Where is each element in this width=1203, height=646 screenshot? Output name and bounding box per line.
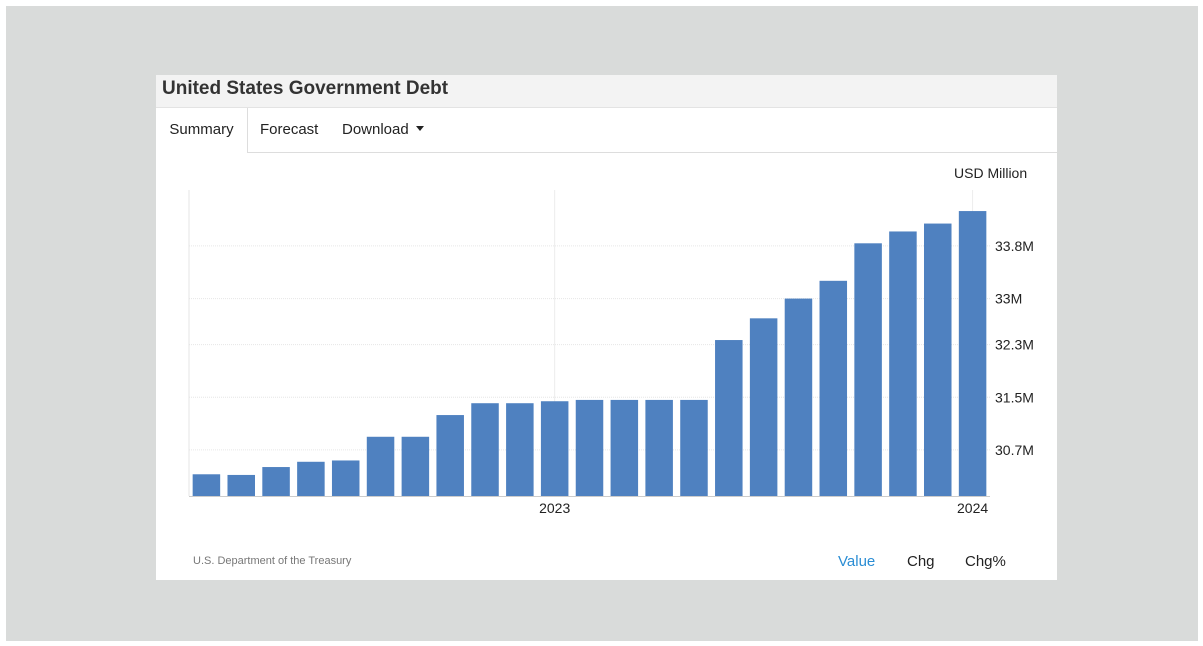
x-tick-label: 2023 [539,500,570,516]
bar [227,474,255,496]
bar [749,318,778,496]
bar [540,401,569,496]
mode-chg-percent-button[interactable]: Chg% [965,553,1006,570]
tab-download[interactable]: Download [342,108,424,152]
y-tick-label: 30.7M [995,442,1034,458]
bar [575,399,604,496]
bar [784,298,813,496]
bar [331,460,360,496]
chart-card: United States Government Debt Summary Fo… [156,75,1057,580]
bar [366,436,395,496]
x-tick-label: 2024 [957,500,988,516]
bar [645,399,673,496]
bar [192,474,221,496]
bar [958,211,987,497]
caret-down-icon [415,125,424,131]
tab-forecast[interactable]: Forecast [260,121,319,138]
bar [506,403,534,496]
bar [924,223,952,497]
chart-title: United States Government Debt [162,78,449,99]
bar [715,340,743,496]
tab-download-label: Download [342,121,409,138]
tab-bar: Summary Forecast Download [156,108,1057,153]
mode-chg-button[interactable]: Chg [907,553,935,570]
source-label: U.S. Department of the Treasury [193,555,352,567]
bar [401,436,430,496]
bar [889,231,917,496]
tab-summary[interactable]: Summary [156,108,248,153]
bar [680,399,708,496]
y-tick-label: 32.3M [995,337,1034,353]
bar [819,280,848,496]
bar [471,403,499,496]
bar [610,399,639,496]
bar-chart: 30.7M 31.5M 32.3M 33M 33.8M 2023 2024 [188,190,1034,516]
title-bar: United States Government Debt [156,75,1057,108]
mode-value-button[interactable]: Value [838,553,876,570]
unit-label: USD Million [954,165,1028,181]
y-tick-label: 31.5M [995,389,1034,405]
bar [262,467,290,496]
bar [854,243,882,496]
y-tick-label: 33.8M [995,238,1034,254]
bar [436,415,464,496]
bar [297,461,325,496]
y-tick-label: 33M [995,291,1022,307]
